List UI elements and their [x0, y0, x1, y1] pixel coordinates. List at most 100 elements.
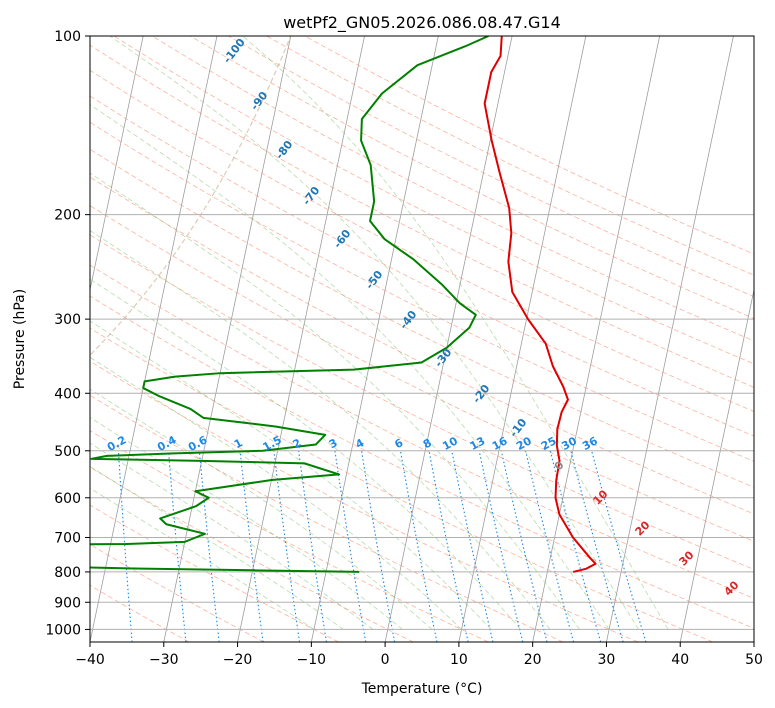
- moist-adiabat-label: -70: [300, 184, 323, 208]
- mixing-ratio-line: [361, 450, 396, 642]
- grid-lines: [90, 36, 754, 630]
- y-tick-label: 200: [54, 208, 81, 224]
- mixing-ratio-label: 10: [440, 434, 460, 453]
- y-tick-label: 300: [54, 312, 81, 328]
- isotherm-line: [606, 36, 734, 642]
- background-lines: [0, 36, 754, 642]
- moist-adiabat-line: [90, 465, 344, 630]
- mixing-ratio-line: [167, 450, 187, 642]
- dry-adiabat-line: [151, 36, 754, 342]
- mixing-ratio-label: 16: [490, 434, 510, 453]
- mixing-ratio-label: 36: [580, 434, 600, 453]
- mixing-ratio-line: [298, 450, 327, 642]
- moist-adiabat-line: [242, 36, 669, 630]
- x-tick-label: 50: [745, 652, 763, 668]
- x-tick-label: 40: [671, 652, 689, 668]
- y-tick-label: 600: [54, 491, 81, 507]
- isotherm-line: [679, 287, 754, 642]
- moist-adiabat-label: -30: [432, 346, 455, 370]
- series-line-red: [483, 36, 597, 573]
- isotherm-line: [458, 36, 587, 642]
- isotherm-line: [0, 36, 69, 642]
- y-axis-title: Pressure (hPa): [12, 289, 28, 389]
- dry-adiabat-line: [90, 504, 339, 642]
- isotherm-line: [163, 36, 292, 642]
- dry-adiabat-line: [90, 543, 264, 642]
- dry-adiabat-line: [90, 430, 489, 642]
- dry-adiabat-line: [113, 36, 754, 365]
- x-tick-label: −20: [223, 652, 253, 668]
- mixing-ratio-line: [500, 450, 548, 642]
- moist-adiabat-line: [90, 388, 433, 630]
- dry-adiabat-line: [228, 36, 754, 298]
- moist-adiabat-line: [90, 417, 403, 630]
- mixing-ratio-label: 30: [559, 434, 579, 453]
- mixing-ratio-line: [198, 450, 220, 642]
- dry-adiabat-line: [90, 205, 754, 542]
- mixing-ratio-line: [570, 450, 624, 642]
- mixing-ratio-label: 20: [514, 434, 534, 453]
- mixing-ratio-line: [478, 450, 524, 642]
- y-tick-label: 500: [54, 444, 81, 460]
- x-tick-label: 10: [450, 652, 468, 668]
- series-group: [90, 36, 597, 573]
- mixing-ratio-label: 1: [232, 436, 245, 451]
- moist-adiabat-line: [90, 229, 551, 630]
- x-axis-title: Temperature (°C): [361, 681, 483, 697]
- dry-adiabat-line: [190, 36, 754, 319]
- isotherm-line: [90, 36, 218, 642]
- moist-adiabat-label: -90: [248, 89, 271, 113]
- dry-adiabat-line: [90, 44, 754, 388]
- dry-adiabat-line: [90, 466, 414, 642]
- dry-adiabat-line: [90, 295, 754, 629]
- dry-adiabat-line: [90, 394, 564, 642]
- x-tick-label: −40: [75, 652, 105, 668]
- dry-adiabat-line: [90, 264, 754, 599]
- dry-adiabat-line: [90, 121, 754, 462]
- isotherm-line: [90, 36, 144, 292]
- mixing-ratio-line: [525, 450, 575, 642]
- moist-adiabat-line: [90, 356, 462, 630]
- x-axis: −40 −30 −20 −10 0 10 20 30 40 50: [75, 642, 763, 668]
- mixing-ratio-line: [117, 450, 133, 642]
- dry-adiabat-line: [90, 234, 754, 570]
- mixing-ratio-line: [399, 450, 438, 642]
- mixing-ratio-line: [273, 450, 301, 642]
- mixing-ratio-line: [549, 450, 602, 642]
- y-tick-label: 400: [54, 386, 81, 402]
- x-tick-label: 30: [598, 652, 616, 668]
- dry-adiabat-line: [90, 69, 754, 412]
- isotherm-line: [753, 640, 754, 642]
- moist-adiabat-line: [90, 320, 492, 630]
- moist-adiabat-line: [90, 172, 580, 630]
- mixing-ratio-label: 2: [291, 436, 304, 451]
- moist-adiabat-label: -20: [470, 382, 493, 406]
- mixing-ratio-label: 13: [468, 434, 488, 453]
- moist-adiabat-line: [90, 487, 315, 630]
- x-tick-label: −10: [297, 652, 327, 668]
- dry-adiabat-label: 20: [633, 518, 653, 538]
- moist-adiabat-label: -40: [397, 308, 420, 332]
- dry-adiabat-line: [90, 176, 754, 515]
- y-tick-label: 700: [54, 531, 81, 547]
- dry-adiabat-line: [90, 360, 638, 642]
- mixing-ratio-label: 3: [327, 436, 340, 451]
- mixing-ratio-line: [451, 450, 494, 642]
- moist-adiabat-label: -50: [363, 268, 386, 292]
- y-tick-label: 1000: [45, 622, 81, 638]
- y-tick-label: 800: [54, 565, 81, 581]
- mixing-ratio-label: 25: [539, 434, 559, 453]
- chart-title: wetPf2_GN05.2026.086.08.47.G14: [283, 13, 561, 33]
- moist-adiabat-line: [90, 278, 521, 630]
- moist-adiabat-label: -80: [273, 138, 296, 162]
- mixing-ratio-label: 6: [392, 436, 405, 451]
- dry-adiabat-line: [90, 148, 754, 488]
- isotherm-line: [237, 36, 365, 642]
- moist-adiabat-label: -100: [221, 36, 248, 66]
- dry-adiabat-line: [90, 95, 754, 437]
- mixing-ratio-line: [591, 450, 647, 642]
- mixing-ratio-line: [239, 450, 264, 642]
- dry-adiabat-label: 40: [722, 578, 742, 598]
- dry-adiabat-line: [304, 36, 754, 255]
